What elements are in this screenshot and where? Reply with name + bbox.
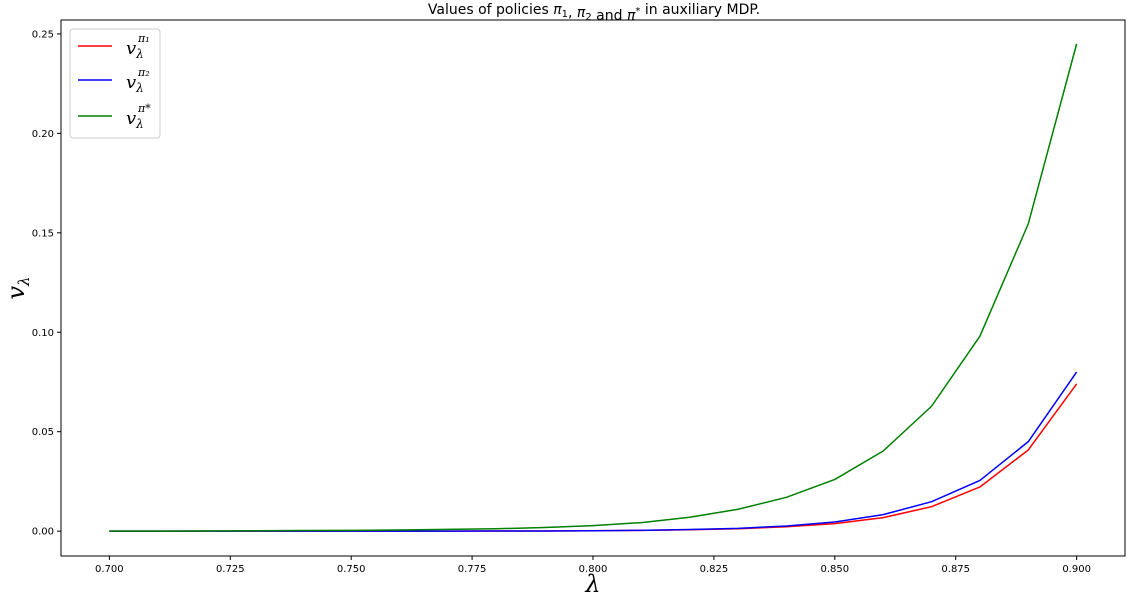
x-tick-label: 0.900: [1062, 564, 1091, 575]
x-tick-label: 0.825: [700, 564, 729, 575]
y-tick-label: 0.10: [32, 328, 54, 339]
x-tick-label: 0.850: [820, 564, 849, 575]
y-axis: 0.00 0.05 0.10 0.15 0.20 0.25: [32, 29, 61, 538]
legend-label: vλ: [126, 38, 144, 61]
x-tick-label: 0.700: [95, 564, 124, 575]
x-tick-label: 0.725: [216, 564, 245, 575]
legend-superscript: π*: [137, 102, 151, 115]
plot-area: [60, 19, 1126, 557]
legend-box: [69, 28, 161, 139]
y-tick-label: 0.15: [32, 228, 54, 239]
x-axis-label: λ: [584, 570, 600, 598]
x-tick-label: 0.800: [579, 564, 608, 575]
legend-label: vλ: [126, 108, 144, 131]
y-tick-label: 0.05: [32, 427, 54, 438]
legend-label: vλ: [126, 72, 144, 95]
series-line-3: [109, 43, 1078, 532]
y-tick-label: 0.25: [32, 29, 54, 40]
x-tick-label: 0.775: [458, 564, 487, 575]
x-tick-label: 0.750: [337, 564, 366, 575]
y-axis-label: vλ: [2, 276, 33, 299]
x-axis: 0.700 0.725 0.750 0.775 0.800 0.825 0.850 0.875…: [95, 556, 1091, 575]
x-tick-label: 0.875: [941, 564, 970, 575]
series-lines: [109, 43, 1078, 532]
y-tick-label: 0.00: [32, 527, 54, 538]
legend-superscript: π₁: [137, 32, 150, 45]
legend-item: vλπ*: [78, 102, 151, 131]
y-tick-label: 0.20: [32, 129, 54, 140]
legend-superscript: π₂: [137, 66, 150, 79]
